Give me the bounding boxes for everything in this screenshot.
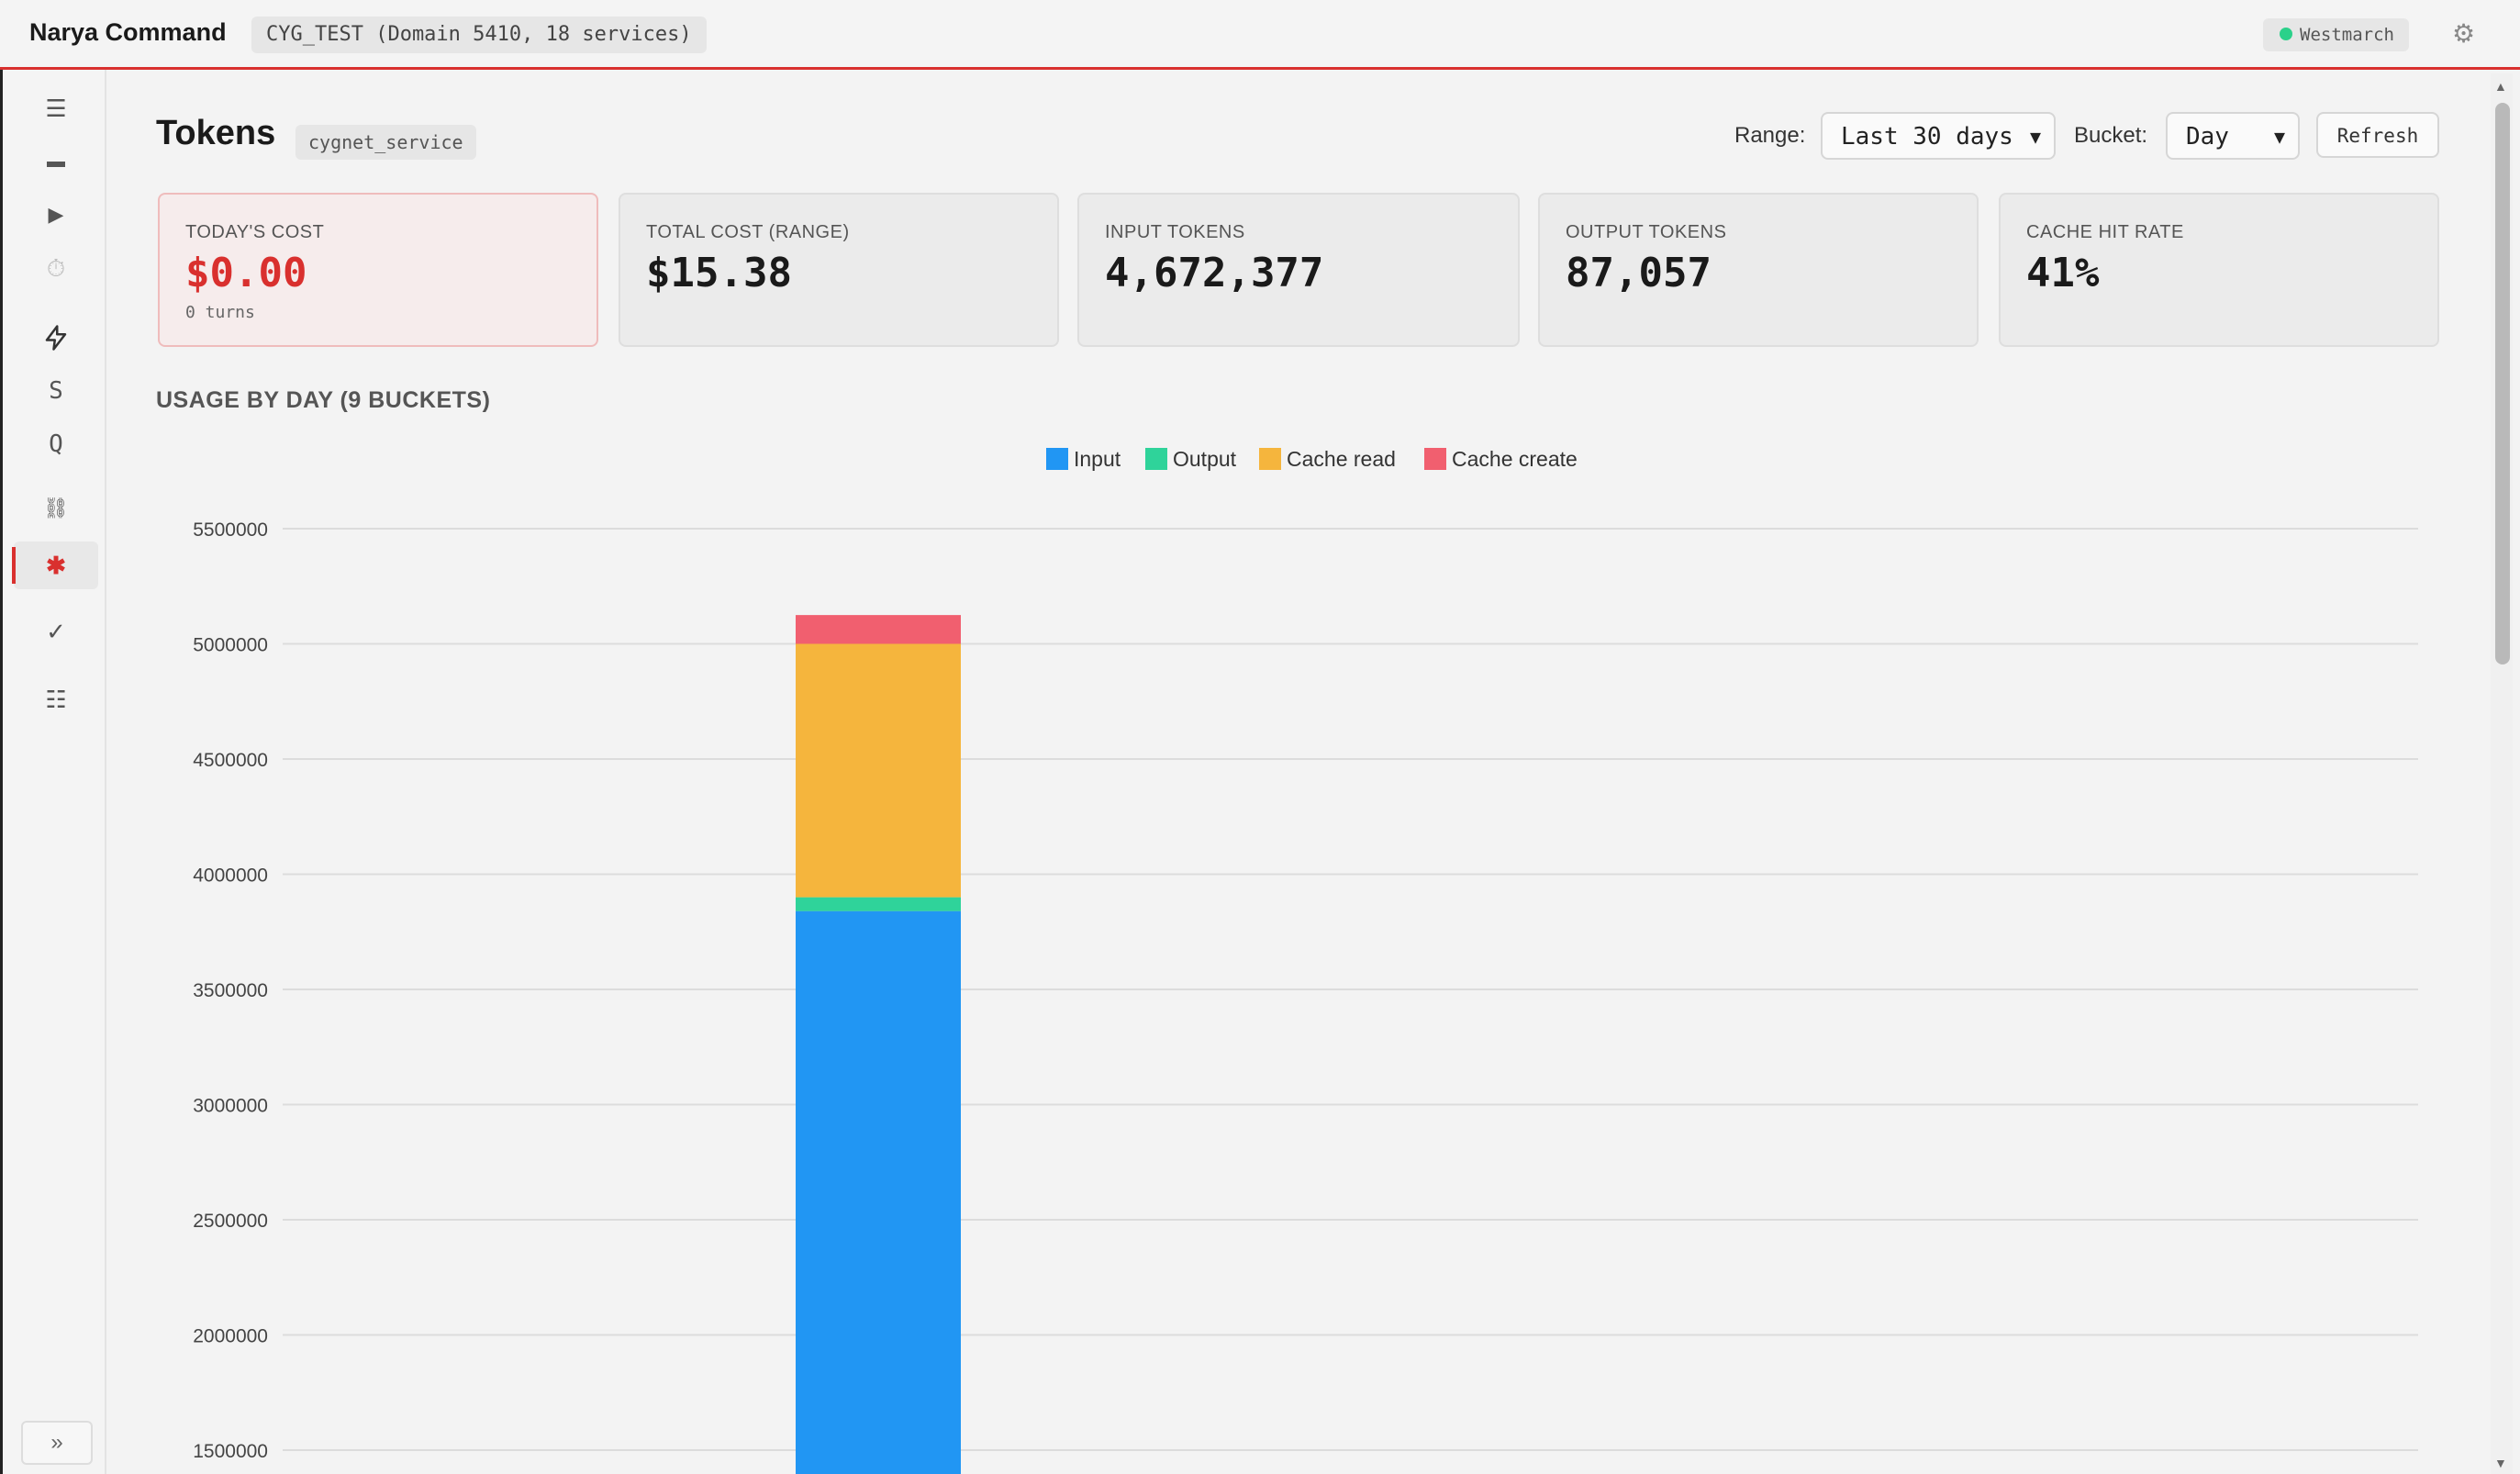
collapse-sidebar-button[interactable]: » (21, 1421, 93, 1465)
asterisk-icon[interactable]: ✱ (12, 542, 98, 589)
legend-swatch (1046, 448, 1068, 470)
top-bar: Narya Command CYG_TEST (Domain 5410, 18 … (0, 0, 2520, 70)
card-label: OUTPUT TOKENS (1566, 222, 1727, 242)
gear-icon[interactable]: ⚙ (2452, 19, 2476, 48)
stat-card-input-tokens: INPUT TOKENS 4,672,377 (1077, 193, 1520, 347)
user-chip[interactable]: Westmarch (2263, 18, 2409, 51)
y-tick-label: 4500000 (193, 750, 268, 771)
card-value: $0.00 (185, 250, 307, 296)
page-title: Tokens (156, 114, 276, 152)
bar-segment (796, 643, 961, 898)
legend-swatch (1424, 448, 1446, 470)
y-tick-label: 5500000 (193, 519, 268, 541)
bar-segment (796, 910, 961, 1474)
app-title: Narya Command (29, 18, 227, 46)
minus-icon[interactable]: ▬ (47, 151, 65, 172)
legend-swatch (1259, 448, 1281, 470)
legend-label: Input (1074, 447, 1121, 471)
menu-icon[interactable]: ☰ (45, 95, 67, 122)
stat-card-output-tokens: OUTPUT TOKENS 87,057 (1538, 193, 1979, 347)
range-value: Last 30 days (1841, 123, 2013, 151)
section-title: USAGE BY DAY (9 BUCKETS) (156, 387, 491, 413)
s-icon[interactable]: S (49, 377, 63, 405)
scrollbar-thumb[interactable] (2495, 103, 2510, 664)
play-icon[interactable]: ▶ (48, 203, 64, 226)
card-label: INPUT TOKENS (1105, 222, 1245, 242)
bar-segment (796, 897, 961, 911)
status-dot-icon (2280, 28, 2292, 40)
bolt-icon[interactable] (14, 312, 98, 360)
card-label: CACHE HIT RATE (2026, 222, 2184, 242)
bucket-value: Day (2186, 123, 2229, 151)
stat-card-todays-cost: TODAY'S COST $0.00 0 turns (158, 193, 598, 347)
y-tick-label: 1500000 (193, 1441, 268, 1462)
card-value: 87,057 (1566, 250, 1712, 296)
card-label: TODAY'S COST (185, 222, 325, 242)
list-icon[interactable]: ☷ (45, 686, 67, 713)
service-chip: cygnet_service (295, 125, 476, 160)
stat-card-cache-hit-rate: CACHE HIT RATE 41% (1999, 193, 2439, 347)
q-icon[interactable]: Q (49, 430, 63, 458)
usage-chart: 1500000 2000000 2500000 3000000 3500000 40000… (193, 447, 2418, 1474)
card-value: 41% (2026, 250, 2100, 296)
timer-icon[interactable]: ⏱ (46, 254, 66, 282)
card-label: TOTAL COST (RANGE) (646, 222, 850, 242)
card-value: 4,672,377 (1105, 250, 1324, 296)
range-select[interactable]: Last 30 days ▼ (1821, 112, 2056, 160)
y-tick-label: 2000000 (193, 1326, 268, 1347)
y-tick-label: 3500000 (193, 980, 268, 1001)
y-tick-label: 3000000 (193, 1096, 268, 1117)
legend-swatch (1145, 448, 1167, 470)
scroll-down-icon[interactable]: ▼ (2494, 1456, 2507, 1470)
environment-chip[interactable]: CYG_TEST (Domain 5410, 18 services) (251, 17, 707, 53)
y-tick-label: 4000000 (193, 865, 268, 887)
refresh-button[interactable]: Refresh (2316, 112, 2439, 158)
card-value: $15.38 (646, 250, 792, 296)
chevron-down-icon: ▼ (2273, 126, 2285, 148)
range-label: Range: (1734, 123, 1806, 148)
bucket-label: Bucket: (2074, 123, 2148, 148)
chevron-down-icon: ▼ (2029, 126, 2041, 148)
scroll-up-icon[interactable]: ▲ (2494, 79, 2507, 94)
stat-card-total-cost: TOTAL COST (RANGE) $15.38 (619, 193, 1059, 347)
bucket-select[interactable]: Day ▼ (2166, 112, 2300, 160)
bar-segment (796, 615, 961, 644)
sidebar: ☰ ▬ ▶ ⏱ S Q ⛓ ✱ ✓ ☷ » (0, 70, 106, 1474)
check-icon[interactable]: ✓ (46, 618, 66, 645)
card-sub: 0 turns (185, 303, 255, 322)
legend-label: Output (1173, 447, 1237, 471)
user-name: Westmarch (2300, 25, 2394, 45)
y-tick-label: 5000000 (193, 635, 268, 656)
y-tick-label: 2500000 (193, 1211, 268, 1232)
legend-label: Cache create (1452, 447, 1578, 471)
link-icon[interactable]: ⛓ (43, 497, 69, 519)
legend-label: Cache read (1287, 447, 1396, 471)
